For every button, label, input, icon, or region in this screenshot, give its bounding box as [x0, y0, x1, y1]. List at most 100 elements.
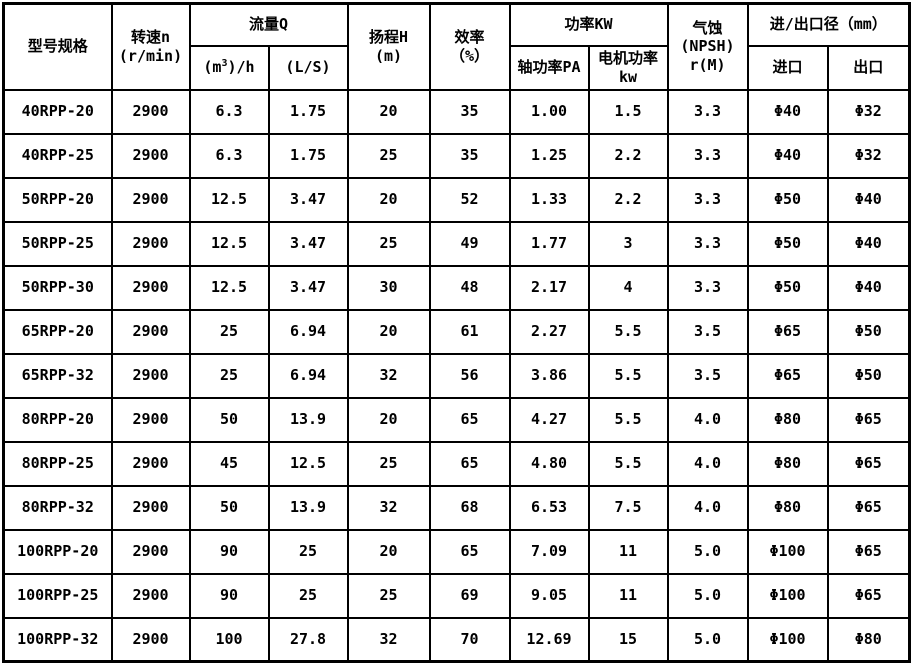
cell-efficiency: 35: [428, 88, 511, 135]
cell-efficiency: 61: [428, 308, 511, 355]
header-flow-ls: (L/S): [267, 44, 349, 91]
cell-head: 20: [346, 528, 431, 575]
cell-flow-m3h: 90: [188, 528, 270, 575]
cell-inlet: Φ40: [746, 132, 829, 179]
cell-speed: 2900: [110, 528, 191, 575]
cell-flow-ls: 3.47: [267, 176, 349, 223]
cell-npsh: 5.0: [666, 616, 749, 663]
cell-efficiency: 48: [428, 264, 511, 311]
cell-flow-ls: 27.8: [267, 616, 349, 663]
cell-efficiency: 70: [428, 616, 511, 663]
table-row: 80RPP-32 2900 50 13.9 32 68 6.53 7.5 4.0 Φ80 Φ65: [2, 484, 911, 531]
cell-shaft-power: 3.86: [508, 352, 590, 399]
header-npsh-line1: 气蚀: [692, 18, 723, 37]
cell-npsh: 3.3: [666, 220, 749, 267]
cell-shaft-power: 2.17: [508, 264, 590, 311]
cell-outlet: Φ65: [826, 396, 911, 443]
cell-motor-power: 15: [587, 616, 669, 663]
cell-speed: 2900: [110, 220, 191, 267]
header-outlet: 出口: [826, 44, 911, 91]
header-flow-m3h: (m3)/h: [188, 44, 270, 91]
cell-model: 65RPP-32: [2, 352, 113, 399]
cell-inlet: Φ100: [746, 572, 829, 619]
cell-head: 25: [346, 572, 431, 619]
cell-efficiency: 68: [428, 484, 511, 531]
table-row: 100RPP-32 2900 100 27.8 32 70 12.69 15 5.0 Φ100 Φ8…: [2, 616, 911, 663]
cell-outlet: Φ80: [826, 616, 911, 663]
cell-head: 32: [346, 484, 431, 531]
table-row: 40RPP-20 2900 6.3 1.75 20 35 1.00 1.5 3.3 Φ40 Φ32: [2, 88, 911, 135]
cell-efficiency: 69: [428, 572, 511, 619]
cell-outlet: Φ40: [826, 264, 911, 311]
cell-efficiency: 65: [428, 440, 511, 487]
cell-flow-ls: 3.47: [267, 220, 349, 267]
header-flow-m3h-post: )/h: [227, 58, 255, 77]
cell-inlet: Φ50: [746, 176, 829, 223]
cell-inlet: Φ80: [746, 396, 829, 443]
cell-outlet: Φ65: [826, 572, 911, 619]
cell-shaft-power: 1.25: [508, 132, 590, 179]
cell-outlet: Φ40: [826, 220, 911, 267]
table-row: 65RPP-32 2900 25 6.94 32 56 3.86 5.5 3.5 Φ65 Φ50: [2, 352, 911, 399]
cell-inlet: Φ50: [746, 220, 829, 267]
cell-head: 20: [346, 176, 431, 223]
cell-motor-power: 4: [587, 264, 669, 311]
cell-flow-m3h: 50: [188, 484, 270, 531]
header-flow-m3h-sup: 3: [221, 58, 228, 70]
header-inlet-label: 进口: [772, 58, 803, 77]
cell-speed: 2900: [110, 132, 191, 179]
header-motor-power: 电机功率 kw: [587, 44, 669, 91]
header-row-top: 型号规格 转速n (r/min) 流量Q 扬程H (m) 效率 （%） 功率KW 气蚀…: [2, 2, 911, 91]
cell-npsh: 3.3: [666, 176, 749, 223]
cell-flow-m3h: 50: [188, 396, 270, 443]
cell-flow-m3h: 12.5: [188, 176, 270, 223]
cell-flow-ls: 25: [267, 528, 349, 575]
cell-shaft-power: 4.27: [508, 396, 590, 443]
cell-efficiency: 56: [428, 352, 511, 399]
header-speed-line1: 转速n: [130, 28, 171, 46]
cell-model: 80RPP-20: [2, 396, 113, 443]
cell-inlet: Φ100: [746, 616, 829, 663]
cell-head: 25: [346, 132, 431, 179]
cell-flow-m3h: 25: [188, 352, 270, 399]
cell-model: 50RPP-20: [2, 176, 113, 223]
header-npsh-line2: (NPSH): [680, 37, 735, 56]
cell-flow-m3h: 100: [188, 616, 270, 663]
header-speed: 转速n (r/min): [110, 2, 191, 91]
cell-speed: 2900: [110, 484, 191, 531]
header-power-group: 功率KW: [508, 2, 669, 47]
cell-model: 100RPP-32: [2, 616, 113, 663]
cell-flow-m3h: 25: [188, 308, 270, 355]
cell-npsh: 3.3: [666, 88, 749, 135]
cell-model: 80RPP-32: [2, 484, 113, 531]
cell-head: 30: [346, 264, 431, 311]
cell-inlet: Φ50: [746, 264, 829, 311]
cell-model: 40RPP-25: [2, 132, 113, 179]
cell-efficiency: 65: [428, 528, 511, 575]
table-row: 80RPP-20 2900 50 13.9 20 65 4.27 5.5 4.0 Φ80 Φ65: [2, 396, 911, 443]
cell-head: 20: [346, 308, 431, 355]
cell-head: 20: [346, 396, 431, 443]
header-inlet: 进口: [746, 44, 829, 91]
table-row: 80RPP-25 2900 45 12.5 25 65 4.80 5.5 4.0 Φ80 Φ65: [2, 440, 911, 487]
cell-model: 40RPP-20: [2, 88, 113, 135]
cell-npsh: 4.0: [666, 440, 749, 487]
cell-flow-ls: 3.47: [267, 264, 349, 311]
table-row: 50RPP-30 2900 12.5 3.47 30 48 2.17 4 3.3 Φ50 Φ40: [2, 264, 911, 311]
cell-inlet: Φ40: [746, 88, 829, 135]
cell-motor-power: 11: [587, 528, 669, 575]
cell-shaft-power: 1.33: [508, 176, 590, 223]
header-head-line2: (m): [374, 46, 403, 65]
cell-motor-power: 1.5: [587, 88, 669, 135]
header-model: 型号规格: [2, 2, 113, 91]
cell-flow-ls: 1.75: [267, 88, 349, 135]
table-row: 65RPP-20 2900 25 6.94 20 61 2.27 5.5 3.5 Φ65 Φ50: [2, 308, 911, 355]
table-body: 40RPP-20 2900 6.3 1.75 20 35 1.00 1.5 3.3 Φ40 Φ32 4…: [2, 88, 911, 663]
cell-head: 32: [346, 352, 431, 399]
header-flow-m3h-pre: (m: [203, 58, 222, 77]
cell-head: 25: [346, 440, 431, 487]
header-flow-group: 流量Q: [188, 2, 349, 47]
cell-flow-m3h: 6.3: [188, 88, 270, 135]
table-row: 50RPP-25 2900 12.5 3.47 25 49 1.77 3 3.3 Φ50 Φ40: [2, 220, 911, 267]
cell-motor-power: 5.5: [587, 396, 669, 443]
